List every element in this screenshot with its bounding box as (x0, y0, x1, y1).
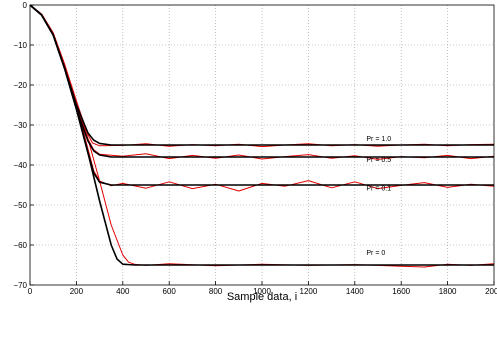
curve-label: Pr = 0.1 (366, 186, 391, 193)
annotations: Pr = 1.0 Pr = 0.5 Pr = 0.1 Pr = 0 (366, 136, 391, 257)
curve-label: Pr = 1.0 (366, 136, 391, 143)
x-tick-label: 1200 (300, 287, 318, 296)
y-tick-label: −30 (13, 121, 27, 130)
x-tick-label: 200 (70, 287, 84, 296)
curve-label: Pr = 0 (366, 250, 385, 257)
y-tick-label: −40 (13, 161, 27, 170)
x-axis-title: Sample data, i (227, 291, 297, 303)
y-tick-label: −70 (13, 281, 27, 290)
series-group (29, 4, 495, 268)
grid-lines (30, 5, 494, 285)
x-tick-label: 1800 (439, 287, 457, 296)
x-tick-label: 400 (116, 287, 130, 296)
theory-curve-0 (29, 4, 494, 266)
x-tick-label: 600 (163, 287, 177, 296)
x-tick-label: 1600 (392, 287, 410, 296)
y-tick-label: −10 (13, 41, 27, 50)
x-tick-label: 1400 (346, 287, 364, 296)
x-tick-label: 800 (209, 287, 223, 296)
y-tick-label: −60 (13, 241, 27, 250)
y-tick-label: −50 (13, 201, 27, 210)
x-tick-label: 1000 (253, 287, 271, 296)
x-tick-label: 0 (28, 287, 33, 296)
curve-label: Pr = 0.5 (366, 157, 391, 164)
y-tick-label: −20 (13, 81, 27, 90)
y-tick-label: 0 (23, 1, 28, 10)
